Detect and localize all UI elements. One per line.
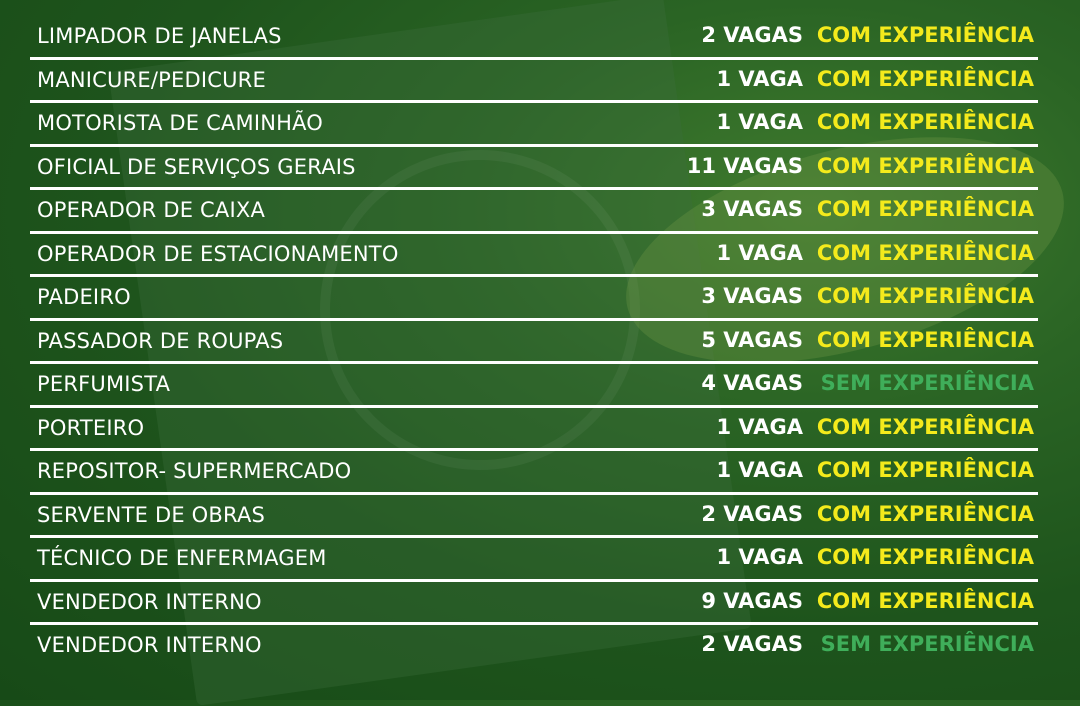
vacancy-count: 4 VAGAS bbox=[701, 371, 803, 395]
vacancy-count: 1 VAGA bbox=[716, 66, 804, 91]
job-title: OPERADOR DE ESTACIONAMENTO bbox=[37, 241, 399, 266]
coat-of-arms-background bbox=[320, 150, 640, 470]
job-title: OPERADOR DE CAIXA bbox=[37, 198, 266, 222]
vacancy-count: 11 VAGAS bbox=[686, 153, 803, 178]
experience-requirement: COM EXPERIÊNCIA bbox=[816, 153, 1034, 178]
job-row: VENDEDOR INTERNO 9 VAGAS COM EXPERIÊNCIA bbox=[30, 582, 1038, 625]
vacancy-count: 2 VAGAS bbox=[701, 632, 803, 656]
job-title: PASSADOR DE ROUPAS bbox=[37, 328, 284, 353]
job-title: MANICURE/PEDICURE bbox=[37, 67, 266, 92]
vacancy-count: 1 VAGA bbox=[716, 240, 804, 265]
job-title: PADEIRO bbox=[37, 285, 131, 309]
experience-requirement: COM EXPERIÊNCIA bbox=[816, 327, 1034, 352]
job-title: PORTEIRO bbox=[37, 415, 145, 440]
job-row: TÉCNICO DE ENFERMAGEM 1 VAGA COM EXPERIÊNC… bbox=[30, 538, 1038, 582]
job-title: TÉCNICO DE ENFERMAGEM bbox=[37, 546, 327, 570]
job-title: OFICIAL DE SERVIÇOS GERAIS bbox=[37, 154, 356, 179]
vacancy-count: 5 VAGAS bbox=[701, 327, 803, 352]
job-row: OPERADOR DE CAIXA 3 VAGAS COM EXPERIÊNCIA bbox=[30, 190, 1038, 234]
job-title: MOTORISTA DE CAMINHÃO bbox=[37, 111, 324, 135]
job-title: SERVENTE DE OBRAS bbox=[37, 502, 266, 527]
job-row: OPERADOR DE ESTACIONAMENTO 1 VAGA COM EXPE… bbox=[30, 234, 1038, 277]
experience-requirement: SEM EXPERIÊNCIA bbox=[820, 371, 1034, 395]
experience-requirement: COM EXPERIÊNCIA bbox=[816, 240, 1034, 265]
job-row: SERVENTE DE OBRAS 2 VAGAS COM EXPERIÊNCIA bbox=[30, 495, 1038, 538]
job-list: LIMPADOR DE JANELAS 2 VAGAS COM EXPERIÊNCI… bbox=[0, 16, 1080, 666]
vacancy-count: 1 VAGA bbox=[716, 110, 804, 134]
experience-requirement: COM EXPERIÊNCIA bbox=[816, 501, 1034, 526]
job-title: PERFUMISTA bbox=[37, 372, 171, 396]
experience-requirement: COM EXPERIÊNCIA bbox=[816, 545, 1034, 569]
experience-requirement: COM EXPERIÊNCIA bbox=[816, 66, 1034, 91]
job-row: PADEIRO 3 VAGAS COM EXPERIÊNCIA bbox=[30, 277, 1038, 321]
job-row: PASSADOR DE ROUPAS 5 VAGAS COM EXPERIÊNCIA bbox=[30, 321, 1038, 364]
job-row: VENDEDOR INTERNO 2 VAGAS SEM EXPERIÊNCIA bbox=[30, 625, 1038, 666]
vacancy-count: 1 VAGA bbox=[716, 414, 804, 439]
job-row: OFICIAL DE SERVIÇOS GERAIS 11 VAGAS COM EX… bbox=[30, 147, 1038, 190]
vacancy-count: 1 VAGA bbox=[716, 458, 804, 482]
experience-requirement: COM EXPERIÊNCIA bbox=[816, 23, 1034, 47]
experience-requirement: COM EXPERIÊNCIA bbox=[816, 284, 1034, 308]
vacancy-count: 2 VAGAS bbox=[701, 23, 803, 47]
job-row: PORTEIRO 1 VAGA COM EXPERIÊNCIA bbox=[30, 408, 1038, 451]
experience-requirement: COM EXPERIÊNCIA bbox=[816, 110, 1034, 134]
vacancy-count: 1 VAGA bbox=[716, 545, 804, 569]
job-title: LIMPADOR DE JANELAS bbox=[37, 24, 282, 48]
vacancy-count: 9 VAGAS bbox=[701, 588, 803, 613]
job-row: LIMPADOR DE JANELAS 2 VAGAS COM EXPERIÊNCI… bbox=[30, 16, 1038, 60]
job-row: MOTORISTA DE CAMINHÃO 1 VAGA COM EXPERIÊNC… bbox=[30, 103, 1038, 147]
experience-requirement: COM EXPERIÊNCIA bbox=[816, 458, 1034, 482]
job-row: REPOSITOR- SUPERMERCADO 1 VAGA COM EXPERIÊ… bbox=[30, 451, 1038, 495]
job-row: MANICURE/PEDICURE 1 VAGA COM EXPERIÊNCIA bbox=[30, 60, 1038, 103]
job-title: VENDEDOR INTERNO bbox=[37, 589, 262, 614]
job-row: PERFUMISTA 4 VAGAS SEM EXPERIÊNCIA bbox=[30, 364, 1038, 408]
experience-requirement: COM EXPERIÊNCIA bbox=[816, 197, 1034, 221]
job-title: VENDEDOR INTERNO bbox=[37, 633, 262, 657]
job-title: REPOSITOR- SUPERMERCADO bbox=[37, 459, 352, 483]
experience-requirement: SEM EXPERIÊNCIA bbox=[820, 632, 1034, 656]
experience-requirement: COM EXPERIÊNCIA bbox=[816, 588, 1034, 613]
vacancy-count: 3 VAGAS bbox=[701, 197, 803, 221]
vacancy-count: 3 VAGAS bbox=[701, 284, 803, 308]
experience-requirement: COM EXPERIÊNCIA bbox=[816, 414, 1034, 439]
vacancy-count: 2 VAGAS bbox=[701, 501, 803, 526]
